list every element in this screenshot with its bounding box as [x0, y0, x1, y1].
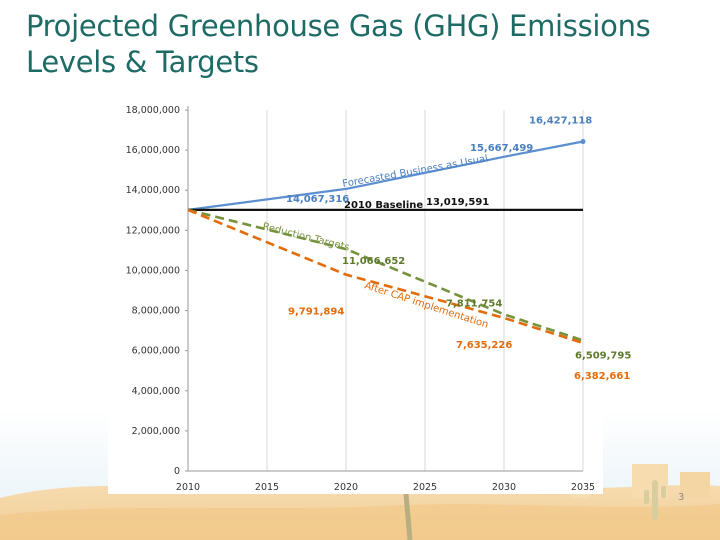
data-labels: 14,067,316 15,667,499 16,427,118 13,019,591…	[286, 116, 631, 382]
y-tick-label: 4,000,000	[132, 386, 180, 397]
y-tick-label: 10,000,000	[126, 265, 180, 276]
data-label-bau: 15,667,499	[470, 143, 533, 154]
data-label-bau: 14,067,316	[286, 194, 349, 205]
data-label-baseline: 13,019,591	[426, 197, 489, 208]
x-axis-ticks: 2010 2015 2020 2025 2030 2035	[176, 482, 595, 493]
page-number: 3	[678, 492, 685, 503]
chart-area	[108, 102, 603, 494]
y-tick-label: 2,000,000	[132, 426, 180, 437]
y-tick-label: 6,000,000	[132, 346, 180, 357]
gridlines	[266, 110, 584, 471]
x-tick-label: 2020	[334, 482, 358, 493]
data-label-reduction: 11,066,652	[342, 256, 405, 267]
x-tick-label: 2010	[176, 482, 200, 493]
data-label-cap: 6,382,661	[574, 371, 630, 382]
y-tick-label: 0	[174, 466, 180, 477]
x-tick-label: 2030	[492, 482, 516, 493]
y-tick-label: 16,000,000	[126, 145, 180, 156]
data-label-cap: 9,791,894	[288, 307, 344, 318]
series-line-bau	[187, 140, 584, 211]
series-lines	[187, 139, 586, 345]
data-label-reduction: 7,811,754	[446, 298, 502, 309]
data-label-reduction: 6,509,795	[575, 350, 631, 361]
axes	[187, 106, 583, 472]
cactus-icon	[644, 480, 666, 520]
x-tick-label: 2015	[255, 482, 279, 493]
title-line-2: Levels & Targets	[26, 45, 259, 79]
annotation-baseline: 2010 Baseline	[344, 200, 423, 211]
slide-title: Projected Greenhouse Gas (GHG) Emissions…	[26, 8, 706, 80]
series-point-bau-end	[580, 139, 586, 145]
series-line-cap	[187, 208, 584, 345]
x-tick-label: 2035	[571, 482, 595, 493]
data-label-cap: 7,635,226	[456, 340, 512, 351]
title-line-1: Projected Greenhouse Gas (GHG) Emissions	[26, 9, 651, 43]
data-label-bau: 16,427,118	[529, 116, 592, 127]
x-tick-label: 2025	[413, 482, 437, 493]
y-tick-label: 8,000,000	[132, 306, 180, 317]
y-tick-label: 18,000,000	[126, 105, 180, 116]
y-tick-label: 14,000,000	[126, 185, 180, 196]
y-tick-label: 12,000,000	[126, 225, 180, 236]
y-axis-ticks: 0 2,000,000 4,000,000 6,000,000 8,000,000 10,…	[126, 105, 188, 477]
